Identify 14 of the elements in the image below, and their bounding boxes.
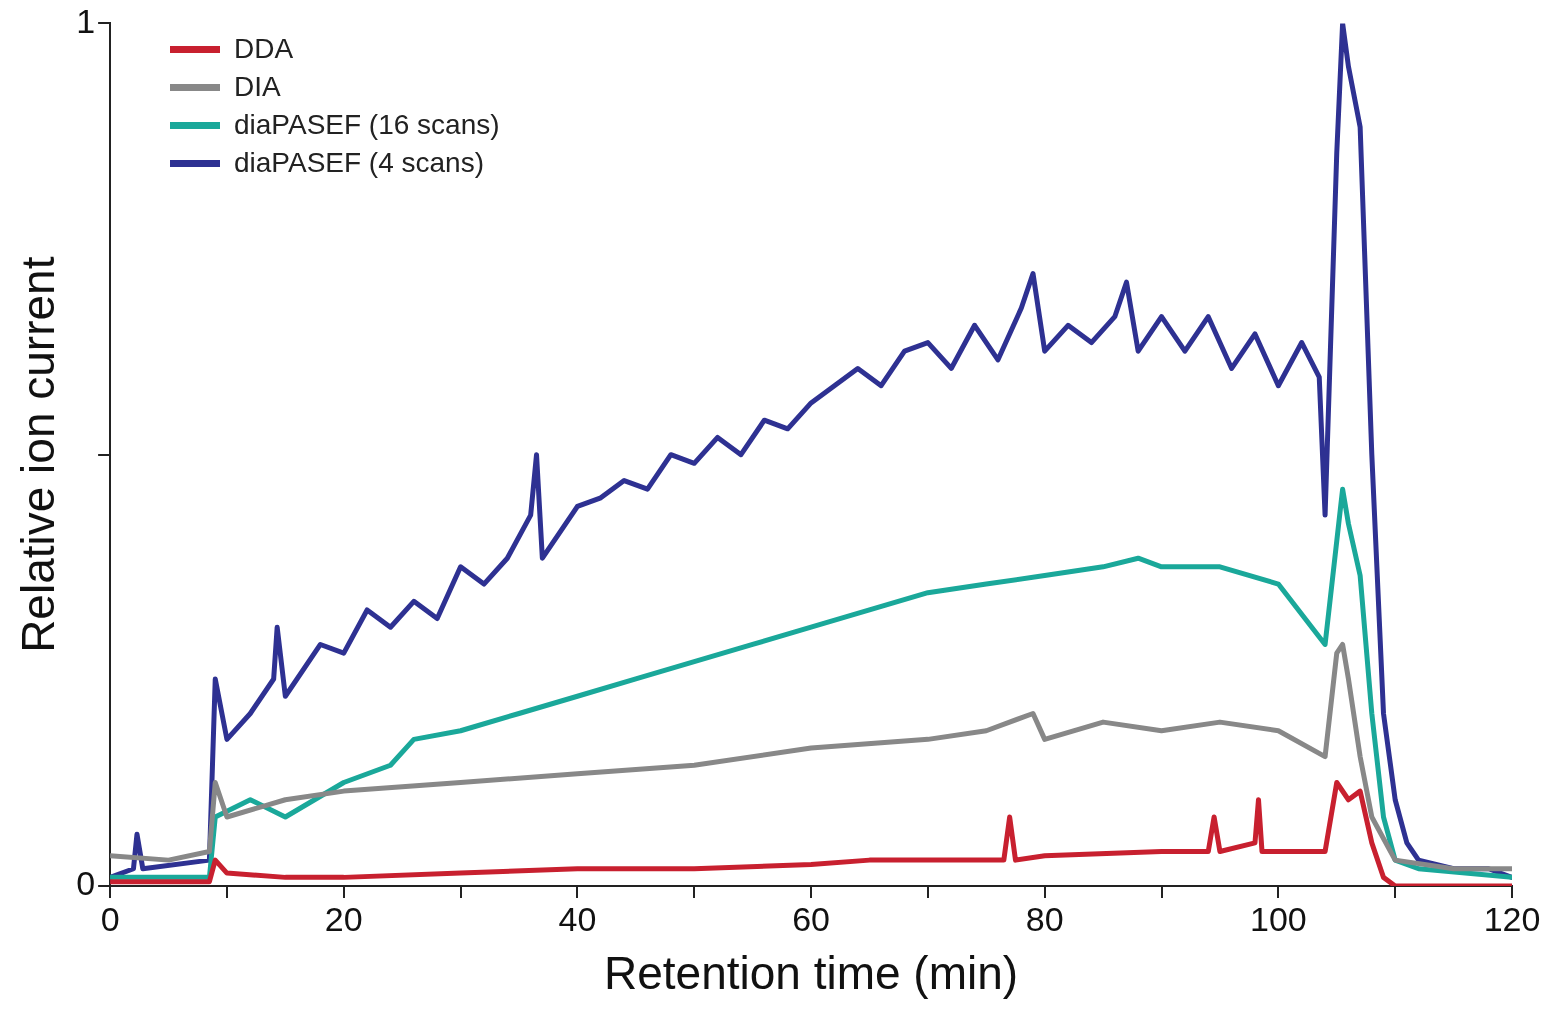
x-tick-label: 80 — [1025, 899, 1064, 938]
legend-label: diaPASEF (4 scans) — [234, 147, 485, 179]
y-axis-title: Relative ion current — [12, 256, 65, 653]
x-tick-label: 20 — [324, 899, 363, 938]
x-tick-label: 40 — [558, 899, 597, 938]
x-tick-label: 120 — [1483, 899, 1541, 938]
legend-label: DIA — [234, 71, 281, 103]
x-axis-title: Retention time (min) — [603, 947, 1019, 1000]
legend-label: DDA — [234, 33, 294, 65]
x-tick-label: 0 — [100, 899, 120, 938]
y-tick-label: 1 — [76, 1, 96, 40]
legend-label: diaPASEF (16 scans) — [234, 109, 500, 141]
x-tick-label: 100 — [1249, 899, 1307, 938]
x-tick-label: 60 — [792, 899, 830, 938]
